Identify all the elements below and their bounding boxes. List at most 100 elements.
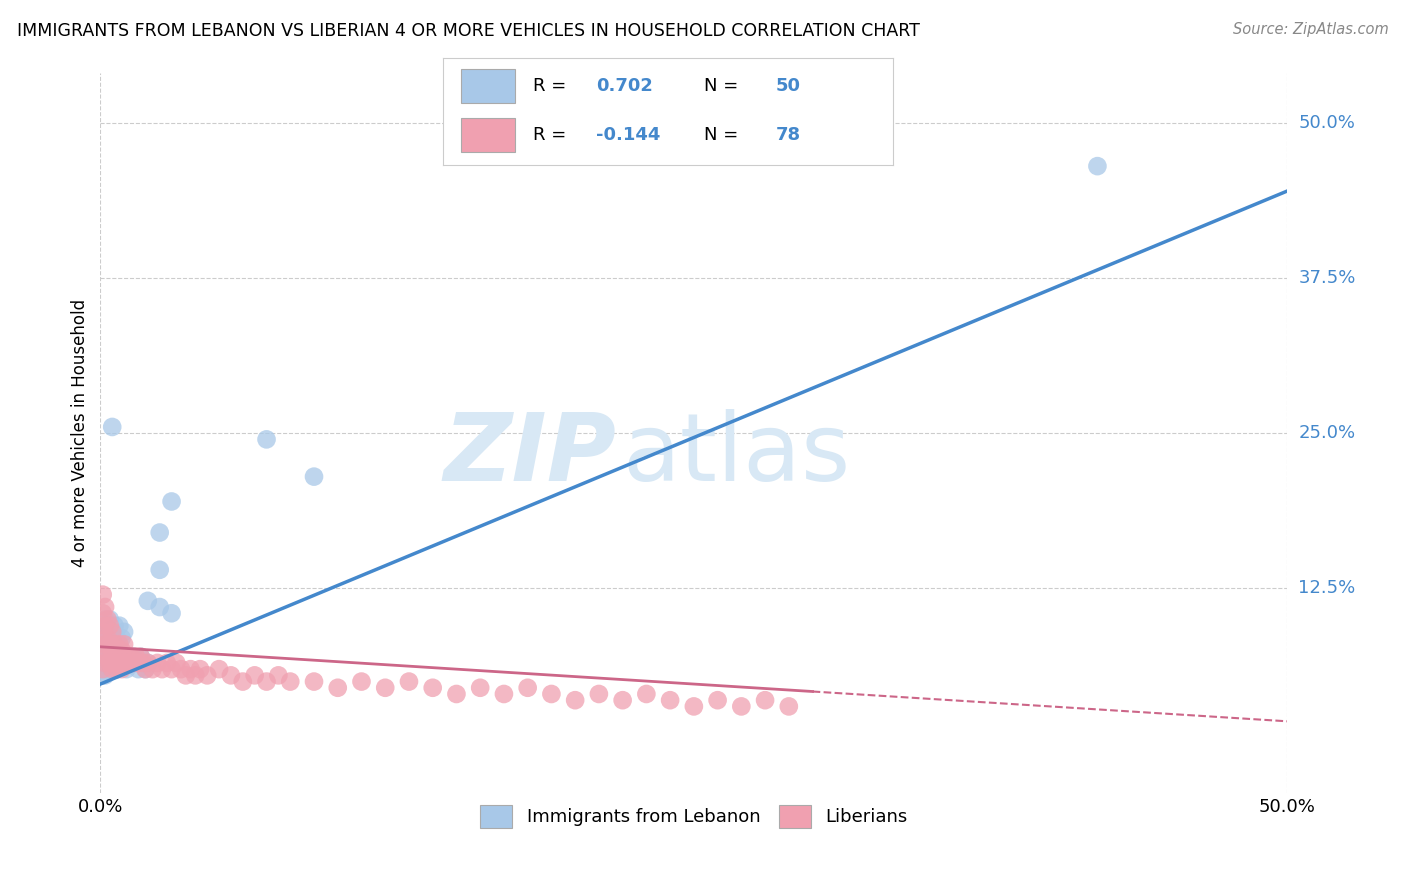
Point [636, 687, 658, 701]
Point [120, 656, 142, 670]
Point [105, 649, 128, 664]
Point [111, 631, 134, 645]
Point [94, 656, 117, 670]
Point [104, 656, 127, 670]
Point [778, 699, 800, 714]
Point [150, 662, 173, 676]
Point [94, 656, 117, 670]
Point [278, 674, 301, 689]
Point [94, 612, 117, 626]
Point [104, 656, 127, 670]
Point [101, 662, 124, 676]
Point [174, 668, 197, 682]
Text: -0.144: -0.144 [596, 126, 661, 144]
Point [112, 624, 135, 639]
Point [165, 656, 187, 670]
Point [188, 662, 211, 676]
Point [111, 643, 134, 657]
Point [108, 656, 131, 670]
Point [112, 656, 135, 670]
Bar [461, 118, 515, 153]
Point [120, 649, 142, 664]
Point [91, 668, 114, 682]
Point [540, 687, 562, 701]
Text: 37.5%: 37.5% [1299, 268, 1355, 287]
Point [195, 668, 218, 682]
Point [398, 674, 420, 689]
Point [108, 637, 131, 651]
Point [754, 693, 776, 707]
Point [104, 637, 127, 651]
Point [612, 693, 634, 707]
Point [105, 643, 128, 657]
Point [492, 687, 515, 701]
Point [105, 662, 128, 676]
Point [127, 656, 149, 670]
Legend: Immigrants from Lebanon, Liberians: Immigrants from Lebanon, Liberians [472, 798, 915, 835]
Text: ZIP: ZIP [444, 409, 617, 500]
Point [160, 607, 183, 621]
Point [94, 637, 117, 651]
Point [160, 662, 183, 676]
Point [326, 681, 349, 695]
Point [91, 624, 114, 639]
Text: 50: 50 [776, 77, 801, 95]
Point [98, 656, 121, 670]
Point [127, 662, 149, 676]
Point [115, 662, 138, 676]
Point [118, 656, 141, 670]
Point [256, 433, 278, 447]
Text: Source: ZipAtlas.com: Source: ZipAtlas.com [1233, 22, 1389, 37]
Point [101, 643, 124, 657]
Point [94, 637, 117, 651]
Point [108, 656, 131, 670]
Point [232, 674, 254, 689]
Point [142, 662, 165, 676]
Point [134, 662, 156, 676]
Text: 78: 78 [776, 126, 801, 144]
Point [470, 681, 492, 695]
Point [132, 656, 155, 670]
Point [108, 618, 131, 632]
Point [96, 624, 118, 639]
Point [94, 600, 117, 615]
Point [101, 662, 124, 676]
Text: atlas: atlas [623, 409, 851, 500]
Point [96, 612, 118, 626]
Point [170, 662, 193, 676]
Text: 0.702: 0.702 [596, 77, 652, 95]
Y-axis label: 4 or more Vehicles in Household: 4 or more Vehicles in Household [72, 299, 89, 567]
Point [136, 656, 159, 670]
Point [108, 643, 131, 657]
Point [588, 687, 610, 701]
Point [374, 681, 396, 695]
Point [111, 649, 134, 664]
Text: N =: N = [704, 126, 744, 144]
Point [105, 631, 128, 645]
Text: IMMIGRANTS FROM LEBANON VS LIBERIAN 4 OR MORE VEHICLES IN HOUSEHOLD CORRELATION : IMMIGRANTS FROM LEBANON VS LIBERIAN 4 OR… [17, 22, 920, 40]
Point [706, 693, 728, 707]
Point [1087, 159, 1109, 173]
Point [180, 662, 202, 676]
Text: N =: N = [704, 77, 744, 95]
Point [122, 649, 145, 664]
Point [98, 612, 121, 626]
Text: 12.5%: 12.5% [1299, 580, 1355, 598]
Point [91, 588, 114, 602]
Point [98, 656, 121, 670]
Point [94, 618, 117, 632]
Text: 25.0%: 25.0% [1299, 425, 1355, 442]
Point [149, 600, 172, 615]
Point [101, 624, 124, 639]
Point [156, 656, 179, 670]
Point [122, 656, 145, 670]
Point [91, 607, 114, 621]
Point [730, 699, 752, 714]
Point [132, 656, 155, 670]
Point [125, 656, 148, 670]
Point [118, 649, 141, 664]
Point [129, 649, 152, 664]
Point [96, 662, 118, 676]
Point [219, 668, 242, 682]
Point [659, 693, 682, 707]
